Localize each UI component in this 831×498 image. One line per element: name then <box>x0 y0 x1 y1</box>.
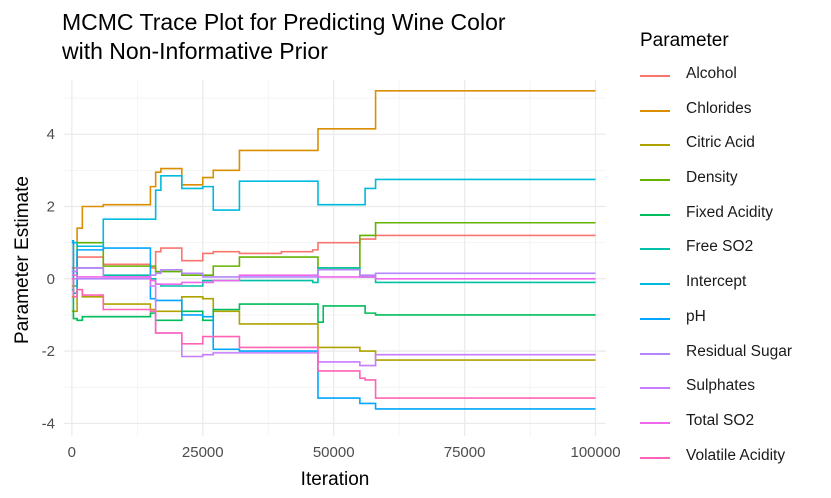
legend: Parameter Alcohol Chlorides Citric Acid Den… <box>640 30 792 477</box>
series-lines <box>71 90 596 410</box>
x-tick-label: 25000 <box>182 444 224 461</box>
legend-label: Alcohol <box>686 65 737 82</box>
legend-item: Residual Sugar <box>640 338 792 373</box>
legend-item: Density <box>640 164 738 199</box>
legend-swatch <box>640 109 670 112</box>
x-tick-label: 50000 <box>313 444 355 461</box>
series-line-density <box>71 221 596 287</box>
y-tick-label: -2 <box>42 343 55 360</box>
legend-swatch <box>640 248 670 251</box>
legend-label: Free SO2 <box>686 238 754 256</box>
series-line-fixed-acidity <box>71 288 596 323</box>
x-tick-label: 100000 <box>570 444 620 461</box>
legend-title: Parameter <box>640 30 729 51</box>
legend-label: pH <box>686 307 706 325</box>
y-tick-label: 2 <box>47 198 55 215</box>
legend-label: Fixed Acidity <box>686 203 774 221</box>
legend-label: Sulphates <box>686 377 755 395</box>
legend-item: Volatile Acidity <box>640 442 785 477</box>
series-line-sulphates <box>71 267 596 367</box>
legend-item: Sulphates <box>640 372 755 407</box>
x-axis-title: Iteration <box>301 469 370 490</box>
legend-item: pH <box>640 303 729 338</box>
series-line-citric-acid <box>71 288 596 361</box>
series-line-intercept <box>71 174 596 248</box>
legend-swatch <box>640 352 670 355</box>
chart-title-line-2: with Non-Informative Prior <box>62 38 328 64</box>
legend-label: Citric Acid <box>686 134 755 152</box>
legend-label: Density <box>686 169 738 187</box>
x-tick-label: 75000 <box>444 444 486 461</box>
legend-item: Alcohol <box>640 60 737 95</box>
series-line-volatile-acidity <box>71 277 596 399</box>
series-line-alcohol <box>71 234 596 269</box>
legend-swatch <box>640 75 670 77</box>
legend-label: Chlorides <box>686 99 752 117</box>
series-line-total-so2 <box>71 274 596 285</box>
chart-title: MCMC Trace Plot for Predicting Wine Colo… <box>62 8 506 66</box>
legend-swatch <box>640 144 670 147</box>
x-tick-label: 0 <box>68 444 76 461</box>
legend-item: Fixed Acidity <box>640 199 773 234</box>
legend-swatch <box>640 456 670 459</box>
y-axis-title: Parameter Estimate <box>12 176 33 344</box>
legend-label: Intercept <box>686 273 747 291</box>
y-tick-labels: -4 -2 0 2 4 <box>42 126 55 432</box>
legend-items: Alcohol Chlorides Citric Acid Density Fixed … <box>640 60 792 477</box>
legend-swatch <box>640 317 670 320</box>
legend-swatch <box>640 179 670 182</box>
legend-swatch <box>640 213 670 216</box>
y-tick-label: 0 <box>47 271 55 288</box>
chart-title-line-1: MCMC Trace Plot for Predicting Wine Colo… <box>62 9 506 35</box>
legend-item: Free SO2 <box>640 233 753 268</box>
grid-major <box>64 80 606 436</box>
y-tick-label: 4 <box>47 126 55 143</box>
x-tick-labels: 0 25000 50000 75000 100000 <box>68 444 621 461</box>
legend-swatch <box>640 421 670 424</box>
legend-swatch <box>640 387 670 390</box>
legend-label: Volatile Acidity <box>686 446 786 464</box>
grid-minor <box>64 80 606 436</box>
legend-swatch <box>640 283 670 286</box>
legend-item: Intercept <box>640 268 746 303</box>
y-tick-label: -4 <box>42 415 55 432</box>
legend-item: Citric Acid <box>640 129 755 164</box>
series-line-chlorides <box>71 90 596 298</box>
series-line-ph <box>71 240 596 410</box>
legend-item: Chlorides <box>640 95 751 130</box>
legend-label: Residual Sugar <box>686 342 792 360</box>
legend-label: Total SO2 <box>686 411 755 429</box>
legend-item: Total SO2 <box>640 407 754 442</box>
